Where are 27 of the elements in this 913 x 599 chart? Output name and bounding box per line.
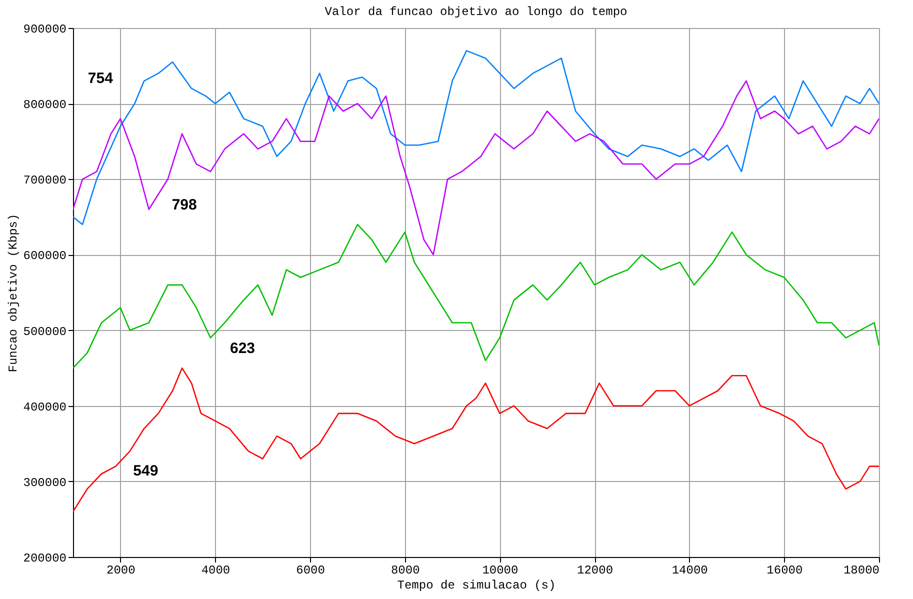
line-series — [73, 367, 879, 512]
series-label: 754 — [88, 70, 114, 88]
x-tick-label: 16000 — [766, 564, 803, 578]
line-series — [73, 50, 879, 226]
x-tick-label: 14000 — [672, 564, 708, 578]
line-series — [73, 224, 879, 369]
y-tick-label: 200000 — [23, 552, 66, 566]
y-tick-label: 900000 — [23, 22, 66, 36]
y-tick-label: 500000 — [23, 324, 66, 339]
series-label: 549 — [133, 462, 158, 480]
x-tick-label: 12000 — [577, 564, 614, 578]
y-tick-label: 800000 — [23, 98, 66, 112]
x-tick-label: 6000 — [296, 564, 325, 578]
x-tick-label: 2000 — [106, 564, 136, 578]
x-tick-label: 8000 — [390, 564, 420, 578]
y-tick-label: 600000 — [23, 249, 66, 264]
series-label: 623 — [230, 340, 256, 357]
x-axis-title: Tempo de simulacao (s) — [397, 578, 556, 592]
chart-title: Valor da funcao objetivo ao longo do tempo — [324, 5, 628, 19]
y-tick-label: 700000 — [23, 174, 66, 188]
y-tick-label: 400000 — [23, 400, 66, 414]
y-axis-title: Funcao objetivo (Kbps) — [6, 214, 20, 372]
x-tick-label: 18000 — [843, 564, 880, 578]
y-tick-label: 300000 — [23, 476, 66, 490]
x-tick-label: 10000 — [482, 564, 518, 578]
x-tick-label: 4000 — [201, 564, 230, 578]
series-label: 798 — [172, 196, 197, 214]
